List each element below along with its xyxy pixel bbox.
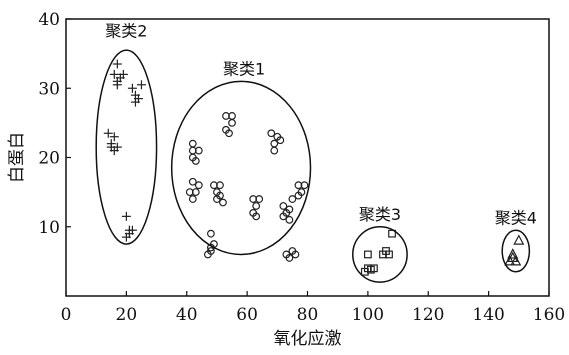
x-tick-label: 160	[533, 305, 565, 325]
x-axis-title: 氧化应激	[274, 329, 342, 349]
y-tick-label: 20	[38, 149, 60, 169]
x-tick-label: 120	[412, 305, 444, 325]
x-tick-label: 140	[472, 305, 504, 325]
y-tick-label: 40	[38, 10, 60, 30]
cluster-label: 聚类4	[495, 208, 537, 227]
x-tick-label: 60	[236, 305, 258, 325]
x-tick-label: 80	[297, 305, 319, 325]
y-tick-label: 10	[38, 218, 60, 238]
x-tick-label: 20	[116, 305, 138, 325]
cluster-label: 聚类3	[359, 205, 401, 224]
cluster-label: 聚类1	[223, 59, 265, 78]
x-tick-label: 0	[61, 305, 72, 325]
cluster-label: 聚类2	[105, 21, 147, 40]
x-tick-label: 40	[176, 305, 198, 325]
y-axis-title: 白蛋白	[7, 132, 27, 183]
y-tick-label: 30	[38, 79, 60, 99]
x-tick-label: 100	[352, 305, 384, 325]
